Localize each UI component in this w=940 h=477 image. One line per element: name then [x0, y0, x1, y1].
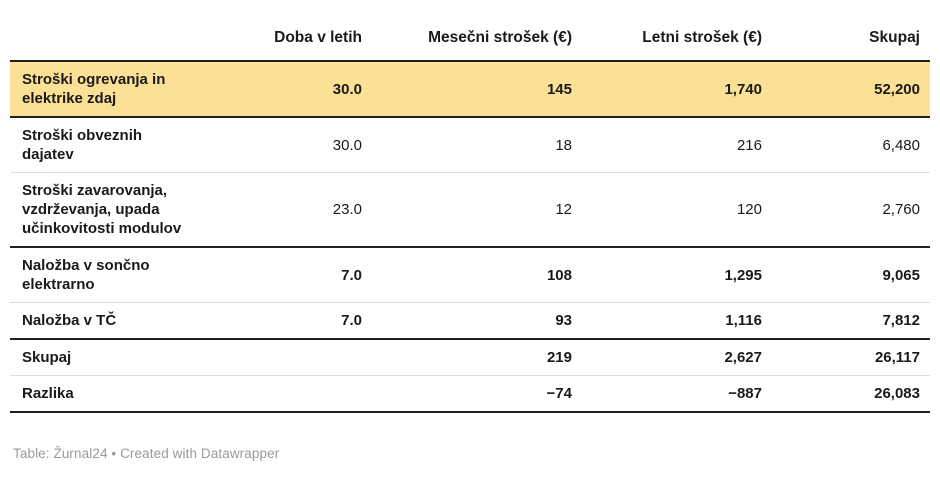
table-row-stroski-ogrevanja: Stroški ogrevanja in elektrike zdaj 30.0… [10, 61, 930, 117]
cell-value: 30.0 [332, 80, 362, 98]
column-header-mesecni-strosek: Mesečni strošek (€) [428, 29, 572, 46]
row-label: Naložba v sončno elektrarno [22, 257, 150, 293]
column-header-empty [10, 14, 240, 61]
table-row-razlika: Razlika −74 −887 26,083 [10, 376, 930, 413]
cell-value: 7.0 [341, 266, 362, 284]
table-row-stroski-zavarovanja: Stroški zavarovanja, vzdrževanja, upada … [10, 173, 930, 247]
row-label: Naložba v TČ [22, 312, 117, 329]
cell-value: 145 [546, 80, 572, 98]
row-label: Stroški ogrevanja in elektrike zdaj [22, 71, 166, 107]
cell-value: −74 [546, 385, 572, 402]
cell-value: 7,812 [882, 312, 920, 329]
cell-value: 9,065 [882, 266, 920, 284]
cell-value [240, 339, 372, 376]
cell-value: 108 [546, 266, 572, 284]
cell-value: 120 [736, 201, 762, 218]
cell-value: 23.0 [332, 201, 362, 218]
table-header: Doba v letih Mesečni strošek (€) Letni s… [10, 14, 930, 61]
cell-value: 7.0 [341, 312, 362, 329]
cell-value: 52,200 [874, 80, 920, 98]
cost-comparison-table: Doba v letih Mesečni strošek (€) Letni s… [10, 14, 930, 413]
cell-value: 12 [555, 201, 572, 218]
cell-value: −887 [728, 385, 762, 402]
table-row-skupaj: Skupaj 219 2,627 26,117 [10, 339, 930, 376]
header-row: Doba v letih Mesečni strošek (€) Letni s… [10, 14, 930, 61]
row-label: Stroški obveznih dajatev [22, 127, 143, 163]
column-header-skupaj: Skupaj [869, 29, 920, 46]
table-row-nalozba-tc: Naložba v TČ 7.0 93 1,116 7,812 [10, 303, 930, 339]
cell-value: 93 [555, 312, 572, 329]
cell-value: 2,627 [724, 349, 762, 366]
table-row-stroski-obveznih-dajatev: Stroški obveznih dajatev 30.0 18 216 6,4… [10, 117, 930, 173]
cell-value: 216 [736, 136, 762, 154]
row-label: Stroški zavarovanja, vzdrževanja, upada … [22, 182, 182, 237]
cell-value: 2,760 [882, 201, 920, 218]
cell-value: 1,116 [725, 312, 762, 329]
cell-value: 26,083 [874, 385, 920, 402]
table-footer-credit: Table: Žurnal24 • Created with Datawrapp… [13, 446, 280, 461]
column-header-letni-strosek: Letni strošek (€) [642, 29, 762, 46]
cell-value: 1,295 [724, 266, 762, 284]
table-body: Stroški ogrevanja in elektrike zdaj 30.0… [10, 61, 930, 412]
row-label: Skupaj [22, 349, 72, 366]
cell-value: 219 [546, 349, 572, 366]
column-header-doba-v-letih: Doba v letih [274, 29, 362, 46]
cell-value: 18 [555, 136, 572, 154]
cell-value: 26,117 [874, 349, 920, 366]
table-row-nalozba-soncna: Naložba v sončno elektrarno 7.0 108 1,29… [10, 247, 930, 303]
cell-value: 1,740 [724, 80, 762, 98]
cell-value: 6,480 [882, 136, 920, 154]
cell-value: 30.0 [332, 136, 362, 154]
row-label: Razlika [22, 385, 74, 402]
cell-value [240, 376, 372, 413]
